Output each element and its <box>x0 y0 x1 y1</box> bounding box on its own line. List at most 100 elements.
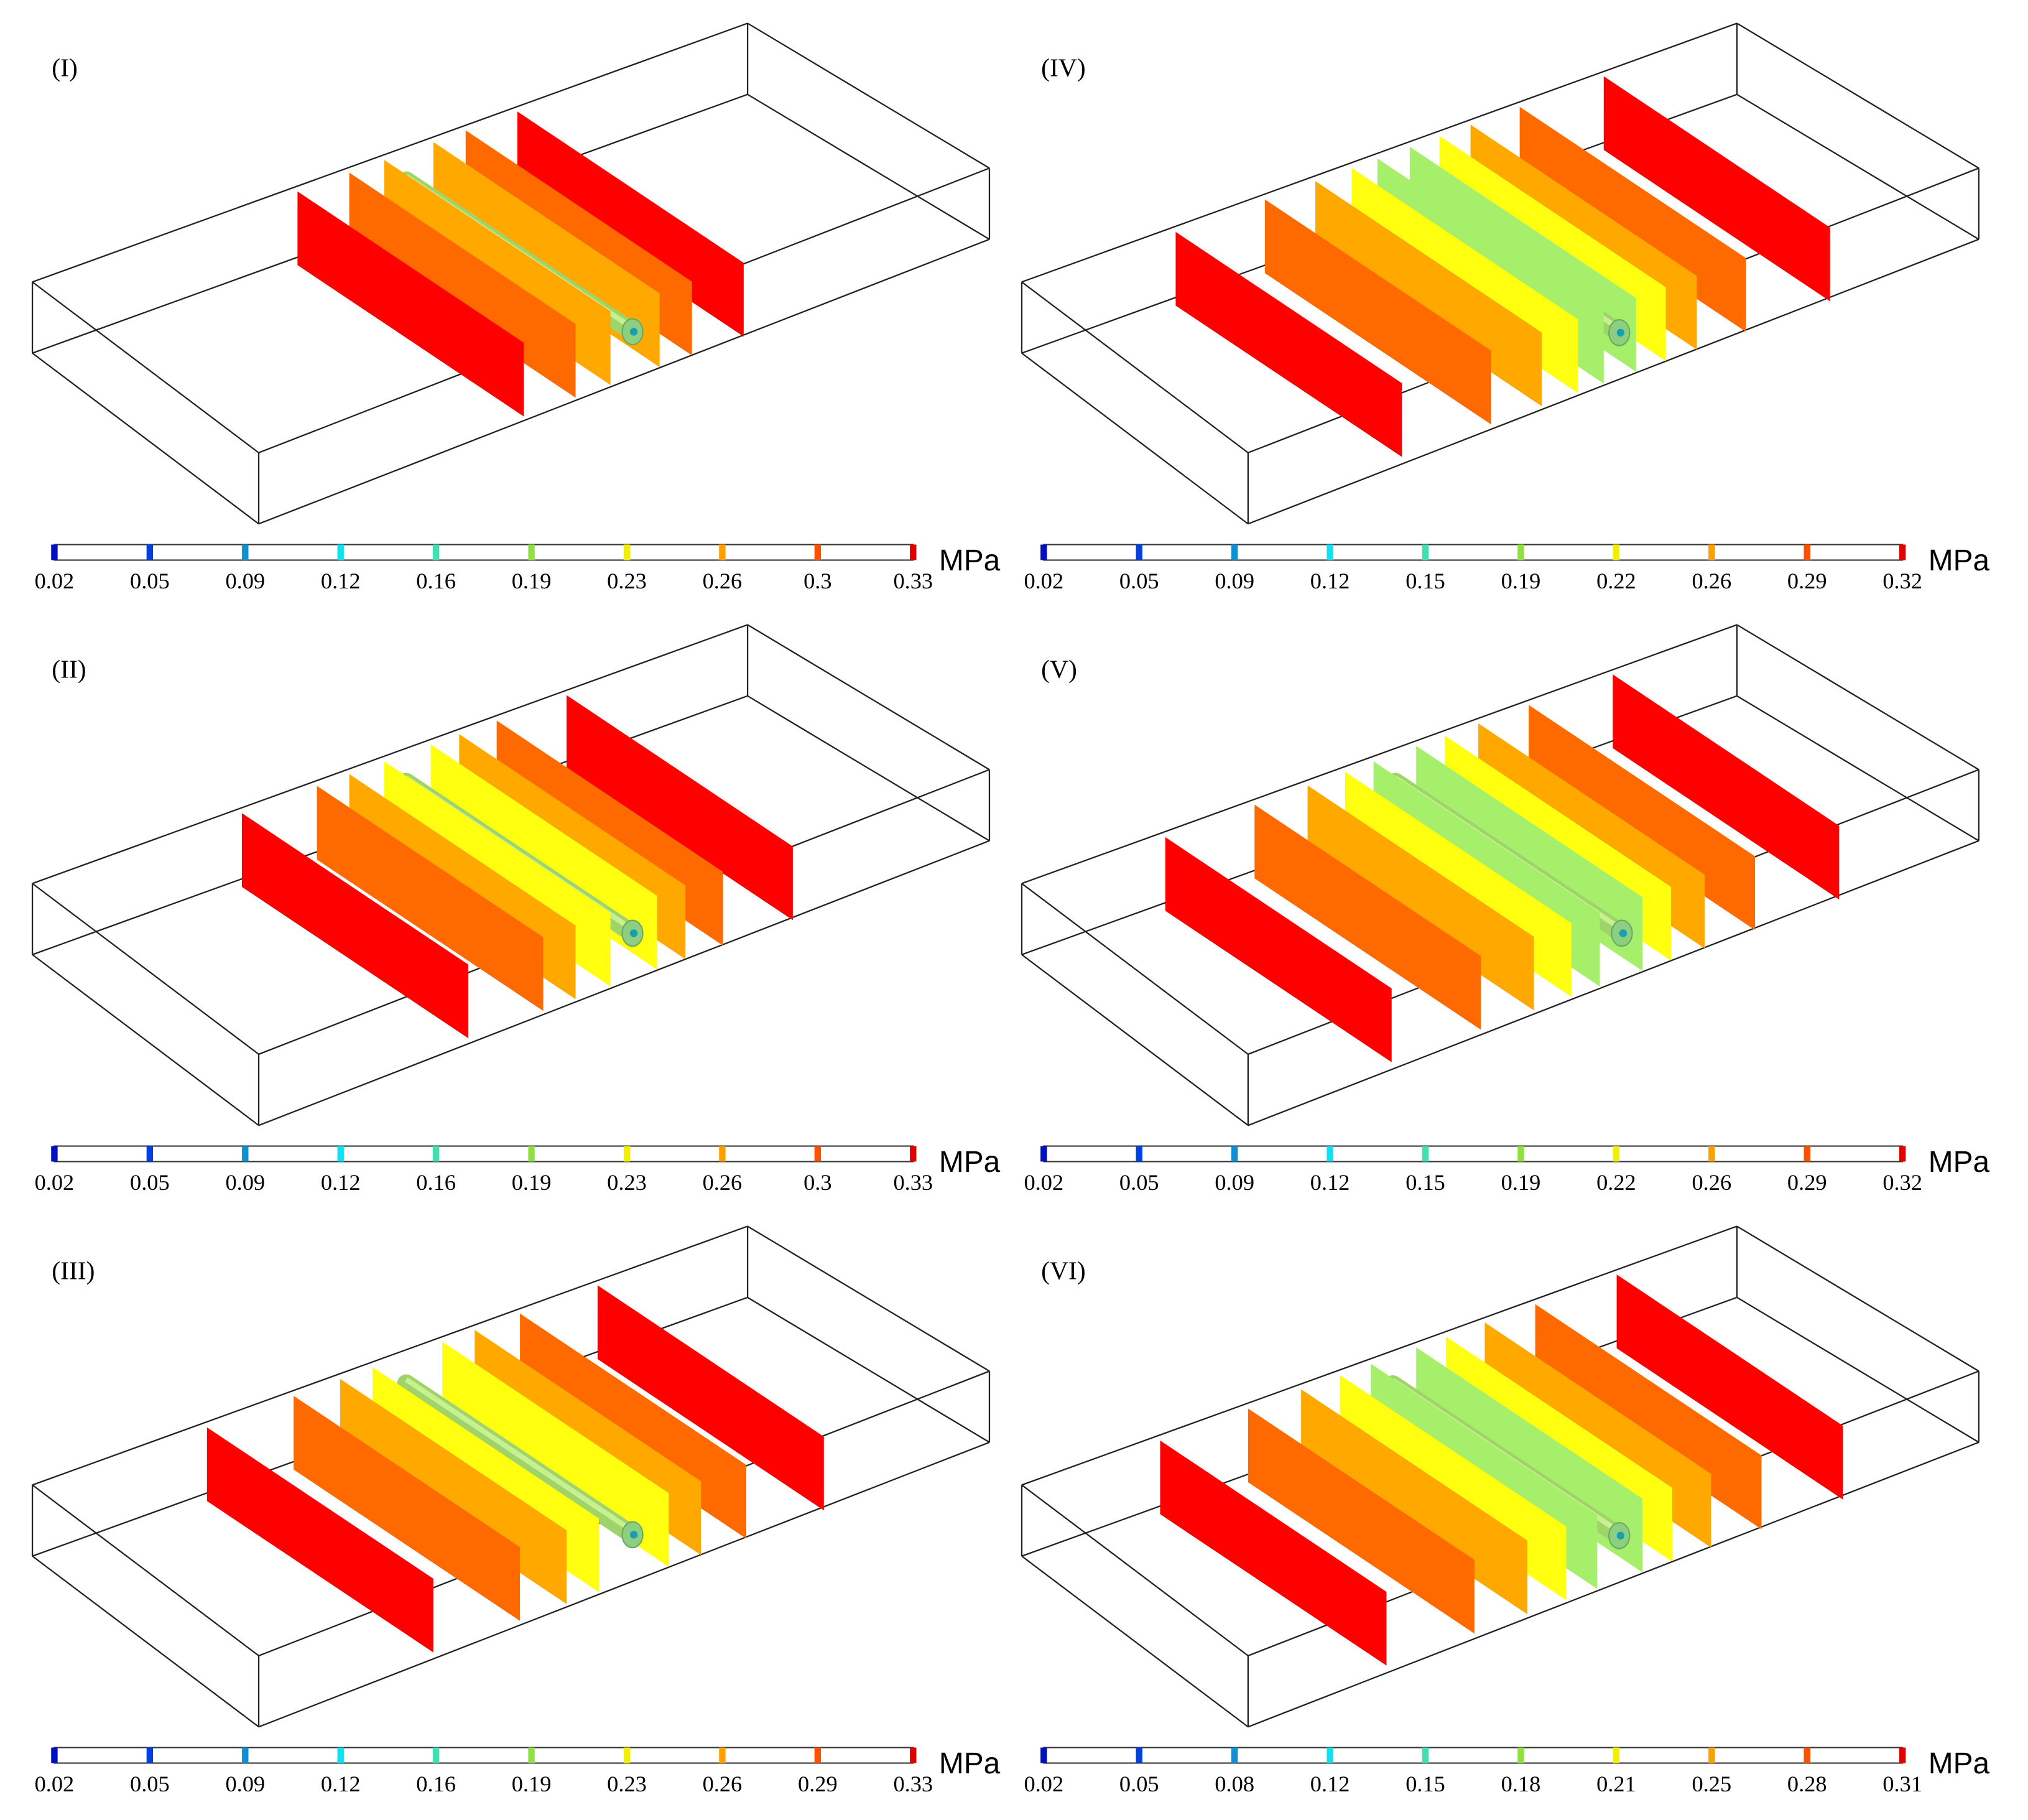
pipe-core <box>1616 1531 1625 1540</box>
box-edge <box>1021 281 1249 453</box>
panel: (VI) 0.02 0.05 0.08 0.12 0.15 0.18 0.21 0.25 0.28… <box>1021 1225 1990 1796</box>
box-edge <box>258 238 990 525</box>
colorbar-marker <box>146 544 154 560</box>
colorbar-tick-label: 0.02 <box>35 569 75 593</box>
colorbar-marker <box>1136 544 1142 560</box>
box-edge <box>747 22 990 169</box>
colorbar-marker <box>910 544 917 560</box>
colorbar-tick-label: 0.23 <box>607 1170 647 1195</box>
colorbar-tick-label: 0.32 <box>1882 569 1922 593</box>
box-edge <box>747 93 990 240</box>
stress-slice <box>1613 674 1840 900</box>
colorbar-marker <box>1613 1146 1620 1162</box>
colorbar-tick-label: 0.05 <box>130 1170 170 1195</box>
box-edge <box>747 695 990 842</box>
colorbar-tick-label: 0.09 <box>1215 569 1254 593</box>
colorbar <box>53 1747 914 1764</box>
colorbar-marker <box>51 1146 58 1162</box>
colorbar-tick-label: 0.12 <box>321 1170 361 1195</box>
stress-slice <box>1264 199 1491 425</box>
colorbar-marker <box>1040 544 1047 560</box>
colorbar-tick-label: 0.19 <box>512 1170 552 1195</box>
panel: (V) 0.02 0.05 0.09 0.12 0.15 0.19 0.22 0.26 0.29 0… <box>1021 624 1990 1195</box>
box-edge <box>32 883 259 1055</box>
colorbar-marker <box>1803 1146 1810 1162</box>
colorbar-tick-label: 0.15 <box>1405 1170 1445 1195</box>
box-edge <box>1021 1225 1738 1486</box>
box-edge <box>1021 352 1249 525</box>
colorbar <box>1043 544 1904 561</box>
stress-slice <box>1616 1274 1843 1500</box>
colorbar-tick-label: 0.16 <box>416 569 456 593</box>
colorbar-marker <box>1899 544 1906 560</box>
pipe <box>397 1374 642 1544</box>
colorbar-tick-label: 0.05 <box>130 569 170 593</box>
panel: (III) 0.02 0.05 0.09 0.12 0.16 0.19 0.23 0.26 0.2… <box>31 1225 1001 1796</box>
colorbar-tick-label: 0.19 <box>512 1771 552 1796</box>
colorbar-unit: MPa <box>939 1747 1001 1780</box>
box-edge <box>1736 1225 1979 1372</box>
colorbar-marker <box>623 1146 631 1162</box>
colorbar-marker <box>528 1747 535 1763</box>
stress-slice <box>1248 1408 1475 1634</box>
colorbar-marker <box>1422 544 1429 560</box>
colorbar-marker <box>1517 1747 1524 1763</box>
colorbar-tick-label: 0.12 <box>1310 1771 1350 1796</box>
box-edge <box>1021 1484 1249 1656</box>
colorbar-marker <box>1517 544 1524 560</box>
colorbar-tick-label: 0.29 <box>1787 569 1827 593</box>
box-edge <box>1021 1555 1249 1728</box>
colorbar <box>53 544 914 561</box>
panel-label: (I) <box>52 53 78 83</box>
colorbar-tick-label: 0.18 <box>1501 1771 1541 1796</box>
colorbar-marker <box>1231 544 1238 560</box>
colorbar-tick-label: 0.08 <box>1215 1771 1254 1796</box>
colorbar-tick-label: 0.05 <box>1119 1771 1159 1796</box>
box-edge <box>32 1555 259 1728</box>
colorbar-marker <box>432 1146 440 1162</box>
colorbar-marker <box>146 1146 154 1162</box>
stress-slice <box>297 191 524 417</box>
panel-label: (IV) <box>1041 53 1086 83</box>
colorbar-marker <box>719 1747 726 1763</box>
panel: (I) 0.02 0.05 0.09 0.12 0.16 0.19 0.23 0.26 0.3 0.… <box>31 22 1001 593</box>
colorbar-tick-label: 0.05 <box>130 1771 170 1796</box>
colorbar-tick-label: 0.33 <box>893 1771 933 1796</box>
colorbar-marker <box>242 1146 249 1162</box>
colorbar-marker <box>814 1747 822 1763</box>
stress-slice <box>206 1427 433 1653</box>
box-edge <box>1248 1441 1979 1728</box>
panel: (IV) 0.02 0.05 0.09 0.12 0.15 0.19 0.22 0.26 0.29… <box>1021 22 1990 593</box>
colorbar-marker <box>1517 1146 1524 1162</box>
colorbar-marker <box>1899 1747 1906 1763</box>
colorbar-marker <box>242 1747 249 1763</box>
colorbar-tick-label: 0.02 <box>1024 1170 1064 1195</box>
stress-slice <box>241 813 468 1039</box>
box-edge <box>1736 93 1979 240</box>
colorbar-tick-label: 0.29 <box>798 1771 838 1796</box>
colorbar-tick-label: 0.09 <box>225 1170 265 1195</box>
box-edge <box>747 1296 990 1443</box>
box-edge <box>1736 22 1979 169</box>
pipe-core <box>1616 328 1625 337</box>
colorbar-tick-label: 0.09 <box>1215 1170 1254 1195</box>
colorbar <box>1043 1747 1904 1764</box>
colorbar-tick-label: 0.05 <box>1119 569 1159 593</box>
stress-slice <box>1160 1440 1387 1666</box>
colorbar-marker <box>1327 1146 1333 1162</box>
colorbar-tick-label: 0.22 <box>1596 1170 1636 1195</box>
colorbar-marker <box>814 1146 822 1162</box>
colorbar-marker <box>1613 544 1620 560</box>
colorbar-tick-label: 0.02 <box>35 1170 75 1195</box>
box-edge <box>1021 954 1249 1126</box>
box-edge <box>32 624 748 884</box>
colorbar-marker <box>51 1747 58 1763</box>
colorbar-tick-label: 0.26 <box>1692 1170 1732 1195</box>
box-edge <box>32 1484 259 1656</box>
colorbar-marker <box>337 1146 344 1162</box>
colorbar-tick-label: 0.19 <box>1501 1170 1541 1195</box>
colorbar-tick-label: 0.12 <box>1310 1170 1350 1195</box>
colorbar-tick-label: 0.12 <box>321 1771 361 1796</box>
colorbar-marker <box>719 544 726 560</box>
